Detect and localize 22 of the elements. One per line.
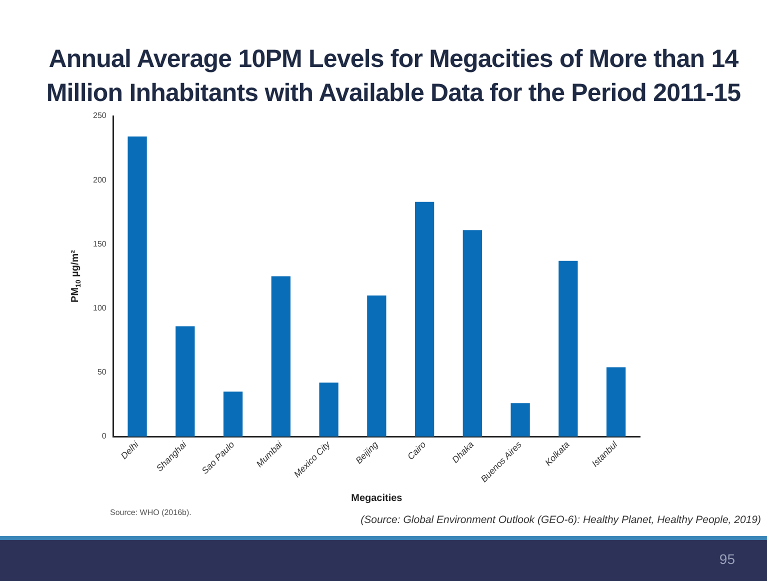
chart-title: Annual Average 10PM Levels for Megacities of More than 14 Million Inhabitants with Available Data for the Period 2011-15 bbox=[45, 44, 742, 109]
bar bbox=[462, 230, 482, 437]
source-note: Source: WHO (2016b). bbox=[110, 508, 192, 517]
bar bbox=[606, 367, 626, 437]
bar bbox=[319, 382, 338, 437]
bar bbox=[271, 276, 290, 437]
bar bbox=[128, 136, 147, 437]
y-tick-label: 150 bbox=[92, 239, 107, 248]
y-tick-label: 50 bbox=[97, 368, 107, 377]
y-tick-label: 0 bbox=[102, 432, 107, 441]
bar bbox=[223, 392, 243, 437]
bar bbox=[414, 202, 434, 437]
text: (Source: Global Environment Outlook (GEO-6): Healthy Planet, Healthy People, 2019) bbox=[360, 514, 761, 526]
bar bbox=[367, 295, 386, 437]
y-tick-label: 100 bbox=[92, 304, 107, 313]
x-axis-title: Megacities bbox=[351, 492, 403, 504]
bar bbox=[176, 326, 195, 437]
text: 95 bbox=[719, 551, 735, 567]
bar bbox=[510, 403, 530, 437]
y-tick-label: 200 bbox=[92, 175, 107, 184]
bar bbox=[558, 260, 578, 437]
y-tick-label: 250 bbox=[92, 111, 107, 120]
